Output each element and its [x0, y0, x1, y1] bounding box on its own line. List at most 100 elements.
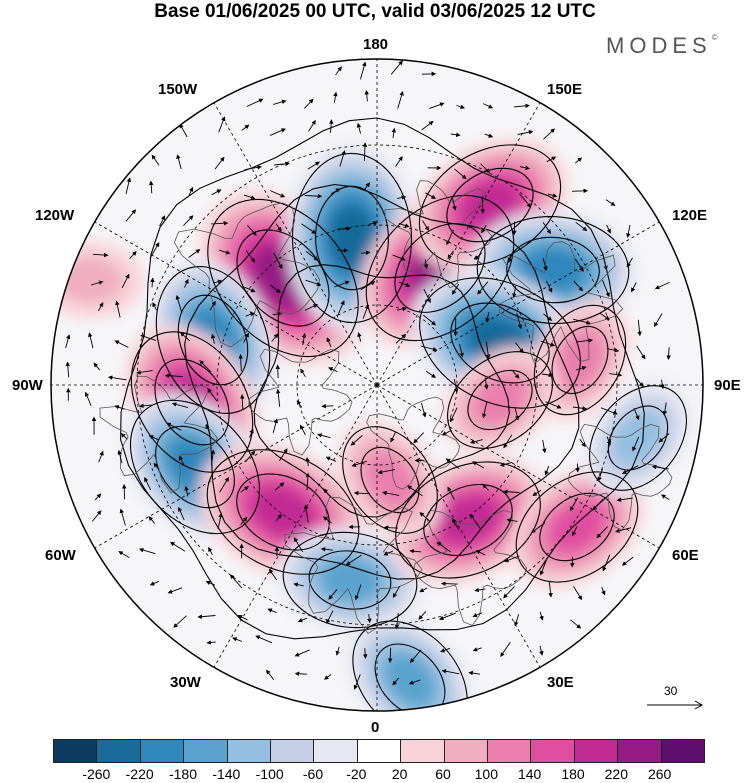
wind-arrow [114, 340, 129, 348]
wind-arrow [419, 587, 428, 593]
wind-arrow [425, 192, 436, 199]
wind-arrow [208, 547, 213, 556]
wind-arrow [148, 435, 159, 441]
wind-arrow [301, 332, 307, 345]
wind-arrow [334, 280, 350, 288]
wind-arrow [229, 574, 243, 589]
wind-arrow [240, 394, 245, 410]
wind-arrow [164, 373, 183, 378]
wind-arrow [296, 400, 303, 408]
wind-arrow [206, 640, 216, 645]
wind-arrow [519, 165, 530, 171]
wind-arrow [107, 375, 127, 381]
wind-arrow [450, 132, 461, 137]
wind-arrow [599, 312, 610, 320]
wind-arrow [407, 485, 423, 497]
wind-arrow [579, 438, 586, 448]
wind-arrow [469, 513, 481, 529]
coastline [284, 496, 423, 635]
wind-arrow [392, 254, 406, 261]
wind-arrow [503, 586, 515, 599]
wind-arrow [368, 221, 378, 226]
colorbar-segment [140, 740, 185, 762]
wind-arrow [305, 279, 322, 287]
colorbar [53, 739, 705, 763]
wind-arrow [153, 462, 160, 470]
contour-line [539, 492, 615, 562]
wind-arrow [330, 188, 341, 195]
wind-arrow [98, 302, 104, 312]
wind-arrow [503, 489, 520, 494]
lon-label-0: 0 [371, 719, 380, 736]
wind-arrow [274, 161, 290, 167]
wind-arrow [273, 99, 287, 105]
wind-arrow [440, 581, 458, 586]
wind-arrow [637, 319, 642, 337]
wind-arrow [144, 477, 152, 491]
wind-arrow [574, 258, 584, 272]
wind-arrow [171, 402, 189, 409]
wind-arrow [300, 424, 306, 436]
wind-arrow [452, 283, 460, 295]
wind-arrow [601, 587, 606, 596]
wind-arrow [512, 370, 520, 379]
wind-arrow [446, 229, 454, 246]
wind-arrow [321, 403, 334, 409]
contour-line [342, 426, 438, 534]
wind-arrow [272, 311, 283, 317]
wind-arrow [211, 189, 222, 196]
wind-arrow [453, 378, 459, 394]
wind-arrow [115, 300, 121, 318]
contour-line [419, 277, 581, 409]
wind-arrow [65, 334, 71, 349]
wind-arrow [176, 154, 182, 170]
lon-label-180: 180 [363, 36, 389, 53]
wind-arrow [390, 432, 396, 443]
wind-arrow [237, 615, 248, 621]
wind-arrow [214, 156, 225, 170]
wind-arrow [452, 518, 460, 531]
wind-arrow [483, 103, 494, 109]
wind-arrow [660, 494, 670, 500]
wind-arrow [353, 674, 361, 690]
wind-arrow [654, 281, 670, 290]
wind-arrow [362, 304, 369, 319]
contour-line [236, 473, 330, 551]
wind-arrow [546, 156, 557, 163]
meridian-line [213, 102, 378, 386]
colorbar-segment [444, 740, 489, 762]
contour-line [551, 326, 609, 394]
lon-label-120w: 120W [35, 207, 75, 224]
lon-label-90w: 90W [12, 377, 43, 394]
wind-arrow [205, 580, 216, 586]
wind-arrow [512, 285, 517, 298]
wind-arrow [423, 288, 431, 304]
wind-arrow [377, 469, 395, 475]
wind-arrow [266, 669, 274, 680]
wind-arrow [543, 313, 553, 321]
wind-arrow [362, 142, 368, 161]
colorbar-segment [314, 740, 358, 762]
wind-arrow [125, 209, 137, 222]
wind-arrow [328, 589, 338, 600]
wind-arrow [621, 556, 634, 566]
wind-arrow [209, 300, 216, 311]
wind-arrow [150, 277, 155, 288]
wind-arrow [175, 294, 183, 314]
wind-arrow [364, 89, 369, 102]
wind-arrow [545, 401, 562, 409]
wind-arrow [320, 547, 333, 552]
wind-arrow [297, 617, 308, 623]
colorbar-tick-label: -220 [125, 766, 154, 782]
anomaly-blob [521, 247, 585, 293]
wind-arrow [636, 345, 646, 360]
contour-line [207, 198, 359, 358]
colorbar-segment [97, 740, 141, 762]
wind-arrow [125, 177, 132, 195]
wind-arrow [294, 649, 310, 657]
wind-arrow [423, 259, 429, 269]
colorbar-segment [618, 740, 662, 762]
wind-arrow [317, 433, 331, 439]
wind-arrow [441, 669, 460, 675]
wind-arrow [304, 98, 314, 109]
